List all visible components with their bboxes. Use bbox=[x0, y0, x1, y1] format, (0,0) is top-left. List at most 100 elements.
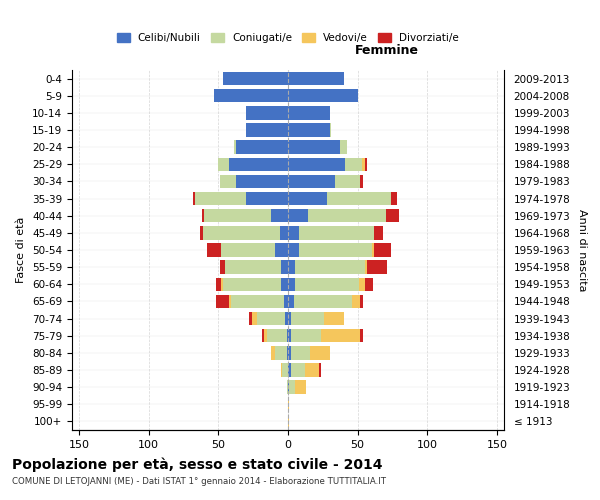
Bar bbox=[287, 329, 288, 342]
Bar bbox=[371, 244, 374, 256]
Bar bbox=[215, 278, 221, 291]
Bar bbox=[287, 380, 288, 394]
Bar bbox=[205, 209, 271, 222]
Bar bbox=[305, 364, 319, 376]
Bar bbox=[386, 209, 400, 222]
Bar bbox=[221, 278, 223, 291]
Bar bbox=[291, 312, 324, 326]
Bar bbox=[288, 414, 289, 428]
Y-axis label: Fasce di età: Fasce di età bbox=[16, 217, 26, 283]
Bar bbox=[275, 244, 288, 256]
Bar bbox=[281, 260, 288, 274]
Bar bbox=[283, 364, 288, 376]
Bar bbox=[289, 380, 295, 394]
Bar bbox=[215, 294, 229, 308]
Bar bbox=[236, 174, 288, 188]
Bar bbox=[229, 294, 231, 308]
Bar bbox=[220, 260, 225, 274]
Bar bbox=[223, 72, 288, 86]
Bar bbox=[288, 89, 358, 102]
Bar bbox=[288, 244, 299, 256]
Bar bbox=[252, 312, 257, 326]
Bar bbox=[288, 106, 330, 120]
Bar bbox=[361, 174, 363, 188]
Bar bbox=[202, 209, 205, 222]
Bar bbox=[214, 89, 288, 102]
Bar bbox=[288, 140, 340, 154]
Bar bbox=[288, 260, 295, 274]
Bar bbox=[374, 226, 383, 239]
Bar bbox=[262, 329, 265, 342]
Bar bbox=[218, 158, 229, 171]
Bar bbox=[295, 278, 359, 291]
Bar bbox=[236, 140, 288, 154]
Bar bbox=[365, 158, 367, 171]
Bar bbox=[288, 158, 345, 171]
Bar bbox=[362, 158, 365, 171]
Bar bbox=[293, 294, 352, 308]
Bar bbox=[246, 124, 288, 136]
Y-axis label: Anni di nascita: Anni di nascita bbox=[577, 209, 587, 291]
Bar bbox=[200, 226, 203, 239]
Bar bbox=[288, 346, 291, 360]
Bar bbox=[288, 329, 291, 342]
Bar bbox=[281, 364, 283, 376]
Bar bbox=[291, 346, 310, 360]
Text: Femmine: Femmine bbox=[355, 44, 419, 58]
Bar bbox=[288, 294, 293, 308]
Bar bbox=[288, 226, 299, 239]
Text: Popolazione per età, sesso e stato civile - 2014: Popolazione per età, sesso e stato civil… bbox=[12, 458, 383, 472]
Bar bbox=[287, 346, 288, 360]
Bar bbox=[288, 312, 291, 326]
Bar bbox=[345, 158, 362, 171]
Bar bbox=[275, 346, 287, 360]
Bar bbox=[374, 244, 391, 256]
Bar bbox=[280, 226, 288, 239]
Bar bbox=[284, 294, 288, 308]
Bar bbox=[194, 192, 246, 205]
Bar bbox=[246, 192, 288, 205]
Bar bbox=[299, 244, 371, 256]
Bar bbox=[359, 278, 365, 291]
Bar bbox=[327, 192, 391, 205]
Bar bbox=[193, 192, 194, 205]
Bar bbox=[365, 260, 367, 274]
Text: COMUNE DI LETOJANNI (ME) - Dati ISTAT 1° gennaio 2014 - Elaborazione TUTTITALIA.: COMUNE DI LETOJANNI (ME) - Dati ISTAT 1°… bbox=[12, 478, 386, 486]
Bar bbox=[310, 346, 330, 360]
Bar bbox=[288, 364, 291, 376]
Legend: Celibi/Nubili, Coniugati/e, Vedovi/e, Divorziati/e: Celibi/Nubili, Coniugati/e, Vedovi/e, Di… bbox=[113, 28, 463, 47]
Bar bbox=[291, 329, 322, 342]
Bar bbox=[271, 209, 288, 222]
Bar bbox=[365, 278, 373, 291]
Bar bbox=[285, 312, 288, 326]
Bar bbox=[231, 294, 284, 308]
Bar bbox=[281, 278, 288, 291]
Bar bbox=[288, 174, 335, 188]
Bar bbox=[352, 294, 361, 308]
Bar bbox=[288, 209, 308, 222]
Bar bbox=[361, 294, 363, 308]
Bar bbox=[319, 364, 322, 376]
Bar bbox=[288, 380, 289, 394]
Bar bbox=[267, 329, 287, 342]
Bar bbox=[291, 364, 305, 376]
Bar bbox=[233, 140, 236, 154]
Bar bbox=[391, 192, 397, 205]
Bar bbox=[265, 329, 267, 342]
Bar bbox=[288, 72, 344, 86]
Bar bbox=[257, 312, 285, 326]
Bar bbox=[221, 244, 275, 256]
Bar bbox=[295, 380, 306, 394]
Bar bbox=[223, 278, 281, 291]
Bar bbox=[271, 346, 275, 360]
Bar bbox=[361, 329, 363, 342]
Bar bbox=[288, 278, 295, 291]
Bar bbox=[335, 174, 361, 188]
Bar bbox=[308, 209, 386, 222]
Bar bbox=[288, 192, 327, 205]
Bar bbox=[249, 312, 252, 326]
Bar bbox=[203, 226, 280, 239]
Bar bbox=[340, 140, 347, 154]
Bar bbox=[367, 260, 387, 274]
Bar bbox=[207, 244, 221, 256]
